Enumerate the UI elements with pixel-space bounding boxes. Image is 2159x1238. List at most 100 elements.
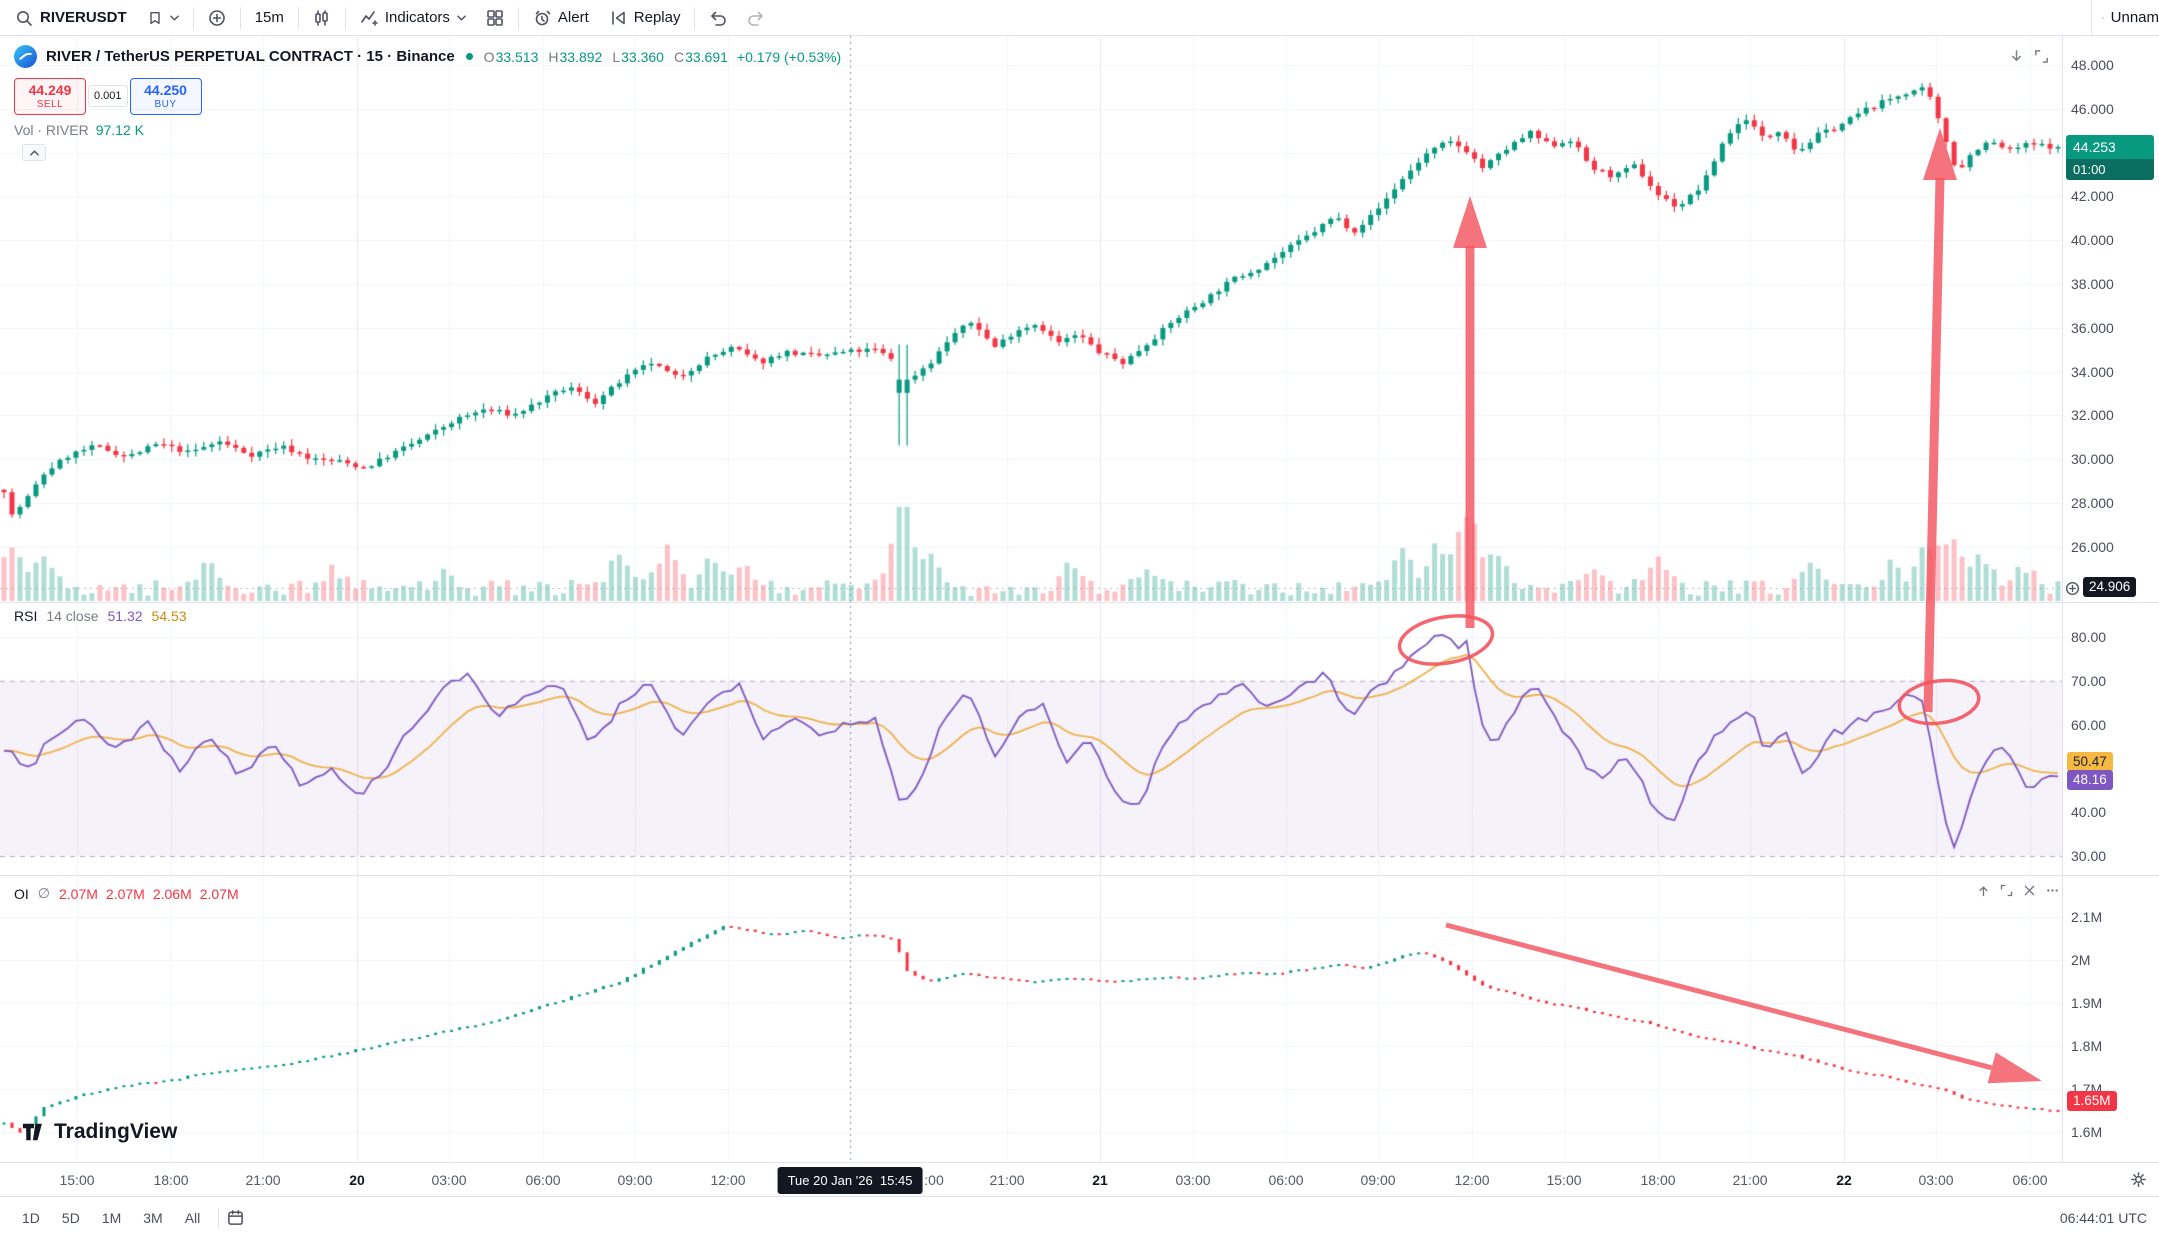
symbol-title[interactable]: RIVER / TetherUS PERPETUAL CONTRACT · 15… [46, 48, 455, 65]
oi-value-badge: 1.65M [2067, 1091, 2117, 1111]
time-axis-label: 21:00 [245, 1171, 281, 1188]
ohlc-pair: C 33.691 [674, 49, 728, 65]
pane-separator[interactable] [0, 875, 2159, 876]
price-axis-label: 32.000 [2071, 407, 2114, 423]
gear-icon [2131, 1172, 2146, 1187]
timeframe-button[interactable]: 15m [246, 3, 293, 33]
oi-avg-symbol: ∅ [37, 885, 50, 901]
last-price: 44.253 [2066, 135, 2154, 159]
sell-price: 44.249 [28, 82, 72, 98]
maximize-icon [2000, 884, 2013, 897]
price-axis-label: 38.000 [2071, 276, 2114, 292]
watermark-label: TradingView [54, 1120, 178, 1143]
toolbar-separator [517, 6, 519, 29]
range-button-all[interactable]: All [175, 1204, 211, 1232]
price-axis-label: 48.000 [2071, 57, 2114, 73]
toolbar-separator [239, 6, 241, 29]
ohlc-key: L [612, 48, 621, 65]
oi-value: 2.06M [152, 885, 192, 902]
calendar-icon [228, 1210, 244, 1225]
clock[interactable]: 06:44:01 UTC [2060, 1210, 2147, 1226]
time-axis-label: 12:00 [710, 1171, 746, 1188]
alert-button[interactable]: Alert [524, 3, 598, 33]
scroll-down-button[interactable] [2008, 48, 2025, 65]
sell-label: SELL [36, 98, 64, 110]
toolbar-separator [218, 1207, 220, 1228]
symbol-legend[interactable]: RIVER / TetherUS PERPETUAL CONTRACT · 15… [14, 45, 841, 68]
redo-button[interactable] [738, 3, 774, 33]
ohlc-val: 33.892 [559, 48, 603, 65]
time-scale-settings[interactable] [2130, 1171, 2147, 1188]
range-button-1m[interactable]: 1M [92, 1204, 131, 1232]
add-order-icon[interactable] [2065, 581, 2080, 596]
oi-move-up-button[interactable] [1976, 883, 1991, 898]
price-scale[interactable]: 44.253 01:00 24.906 50.47 48.16 1.65M 48… [2062, 36, 2159, 1162]
rsi-legend[interactable]: RSI 14 close 51.32 54.53 [14, 608, 187, 624]
range-button-1d[interactable]: 1D [12, 1204, 50, 1232]
bar-countdown: 01:00 [2066, 159, 2154, 180]
chart-type-button[interactable] [304, 3, 340, 33]
indicator-templates-button[interactable] [477, 3, 513, 33]
time-axis-label: 03:00 [1918, 1171, 1954, 1188]
oi-value: 2.07M [199, 885, 239, 902]
replay-label: Replay [633, 9, 681, 26]
grid-layout-icon [487, 9, 503, 26]
indicators-button[interactable]: Indicators [351, 3, 475, 33]
oi-axis-label: 1.9M [2071, 995, 2103, 1011]
price-axis-label: 36.000 [2071, 320, 2114, 336]
legend-collapse-button[interactable] [22, 144, 46, 161]
symbol-search-button[interactable]: RIVERUSDT [6, 3, 136, 33]
crosshair-time-badge: Tue 20 Jan '26 15:45 [777, 1167, 923, 1194]
tradingview-logo-icon [22, 1123, 42, 1141]
toolbar-separator [344, 6, 346, 29]
ohlc-val: 33.513 [495, 48, 539, 65]
price-axis-label: 34.000 [2071, 364, 2114, 380]
replay-button[interactable]: Replay [600, 3, 690, 33]
time-axis-label: 18:00 [1640, 1171, 1676, 1188]
price-axis-label: 40.000 [2071, 232, 2114, 248]
crosshair-price-badge: 24.906 [2083, 577, 2137, 597]
sell-button[interactable]: 44.249 SELL [14, 78, 86, 115]
time-axis-label: 21 [1092, 1171, 1108, 1188]
oi-value: 2.07M [58, 885, 98, 902]
ohlc-key: O [483, 48, 495, 65]
symbol-logo [14, 45, 37, 68]
price-axis-label: 42.000 [2071, 188, 2114, 204]
rsi-value: 51.32 [107, 608, 143, 624]
range-button-3m[interactable]: 3M [133, 1204, 172, 1232]
maximize-pane-button[interactable] [2033, 48, 2050, 65]
go-to-date-button[interactable] [227, 1209, 244, 1226]
price-axis-label: 28.000 [2071, 495, 2114, 511]
rsi-axis-label: 70.00 [2071, 673, 2107, 689]
ohlc-key: H [548, 48, 559, 65]
alert-clock-icon [535, 10, 551, 25]
rsi-axis-label: 30.00 [2071, 848, 2107, 864]
ohlc-val: 33.360 [621, 48, 664, 65]
time-scale[interactable]: Tue 20 Jan '26 15:45 15:00 18:00 21:00 20 03… [0, 1162, 2159, 1196]
undo-icon [711, 11, 727, 26]
tradingview-watermark: TradingView [22, 1120, 177, 1144]
redo-icon [748, 11, 764, 26]
undo-button[interactable] [700, 3, 736, 33]
date-range-buttons: 1D 5D 1M 3M All [12, 1204, 210, 1232]
oi-legend[interactable]: OI ∅ 2.07M 2.07M 2.06M 2.07M [14, 885, 239, 902]
rsi-value-badge: 48.16 [2067, 770, 2113, 790]
buy-button[interactable]: 44.250 BUY [129, 78, 202, 115]
time-axis-label: 03:00 [431, 1171, 467, 1188]
compare-button[interactable] [199, 3, 235, 33]
pane-separator[interactable] [0, 602, 2159, 603]
time-axis-label: 15:00 [1546, 1171, 1582, 1188]
oi-close-button[interactable] [2022, 883, 2037, 898]
range-button-5d[interactable]: 5D [52, 1204, 90, 1232]
oi-maximize-button[interactable] [1999, 883, 2014, 898]
oi-more-button[interactable] [2045, 883, 2060, 898]
price-axis-label: 26.000 [2071, 539, 2114, 555]
right-panel-toggle[interactable]: Unnam [2091, 0, 2159, 35]
time-axis-label: 06:00 [2012, 1171, 2048, 1188]
time-axis-label: 18:00 [153, 1171, 189, 1188]
time-axis-label: 09:00 [1360, 1171, 1396, 1188]
symbol-flag-button[interactable] [138, 3, 188, 33]
chart-canvas[interactable] [0, 36, 2062, 1162]
market-status-dot [465, 53, 473, 60]
chevron-down-icon [169, 14, 179, 21]
